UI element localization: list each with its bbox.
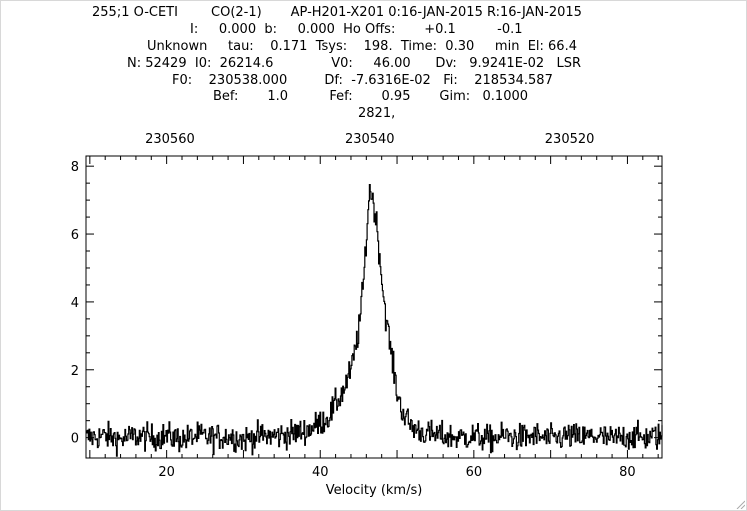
top-axis-label: 230560	[145, 132, 195, 147]
y-tick-label: 6	[71, 228, 79, 243]
header-line-offsets: I: 0.000 b: 0.000 Ho Offs: +0.1 -0.1	[190, 22, 523, 37]
header-line-velocity: N: 52429 I0: 26214.6 V0: 46.00 Dv: 9.924…	[127, 56, 582, 71]
header-line-frequency: F0: 230538.000 Df: -7.6316E-02 Fi: 21853…	[172, 73, 553, 88]
y-tick-label: 4	[71, 296, 79, 311]
axis-tick-labels: 20 40 60 80 0 2 4 6 8 230560 230540 230520	[71, 132, 636, 480]
x-tick-label: 20	[158, 465, 175, 480]
header-line-efficiency: Bef: 1.0 Fef: 0.95 Gim: 0.1000	[213, 89, 529, 104]
top-axis-label: 230520	[545, 132, 595, 147]
header-line-count: 2821,	[358, 106, 396, 121]
y-tick-label: 0	[71, 432, 79, 447]
x-tick-label: 60	[466, 465, 483, 480]
y-tick-label: 8	[71, 160, 79, 175]
x-tick-label: 40	[312, 465, 329, 480]
y-tick-label: 2	[71, 364, 79, 379]
x-axis-label: Velocity (km/s)	[326, 483, 423, 498]
spectrum-line	[86, 184, 663, 457]
header-line-source: 255;1 O-CETI CO(2-1) AP-H201-X201 0:16-J…	[92, 5, 582, 20]
top-axis-label: 230540	[345, 132, 395, 147]
axis-ticks	[86, 156, 662, 458]
plot-frame	[85, 155, 663, 459]
resize-grip-icon[interactable]	[735, 499, 745, 509]
header-line-tsys: Unknown tau: 0.171 Tsys: 198. Time: 0.30…	[147, 39, 577, 54]
x-tick-label: 80	[619, 465, 636, 480]
